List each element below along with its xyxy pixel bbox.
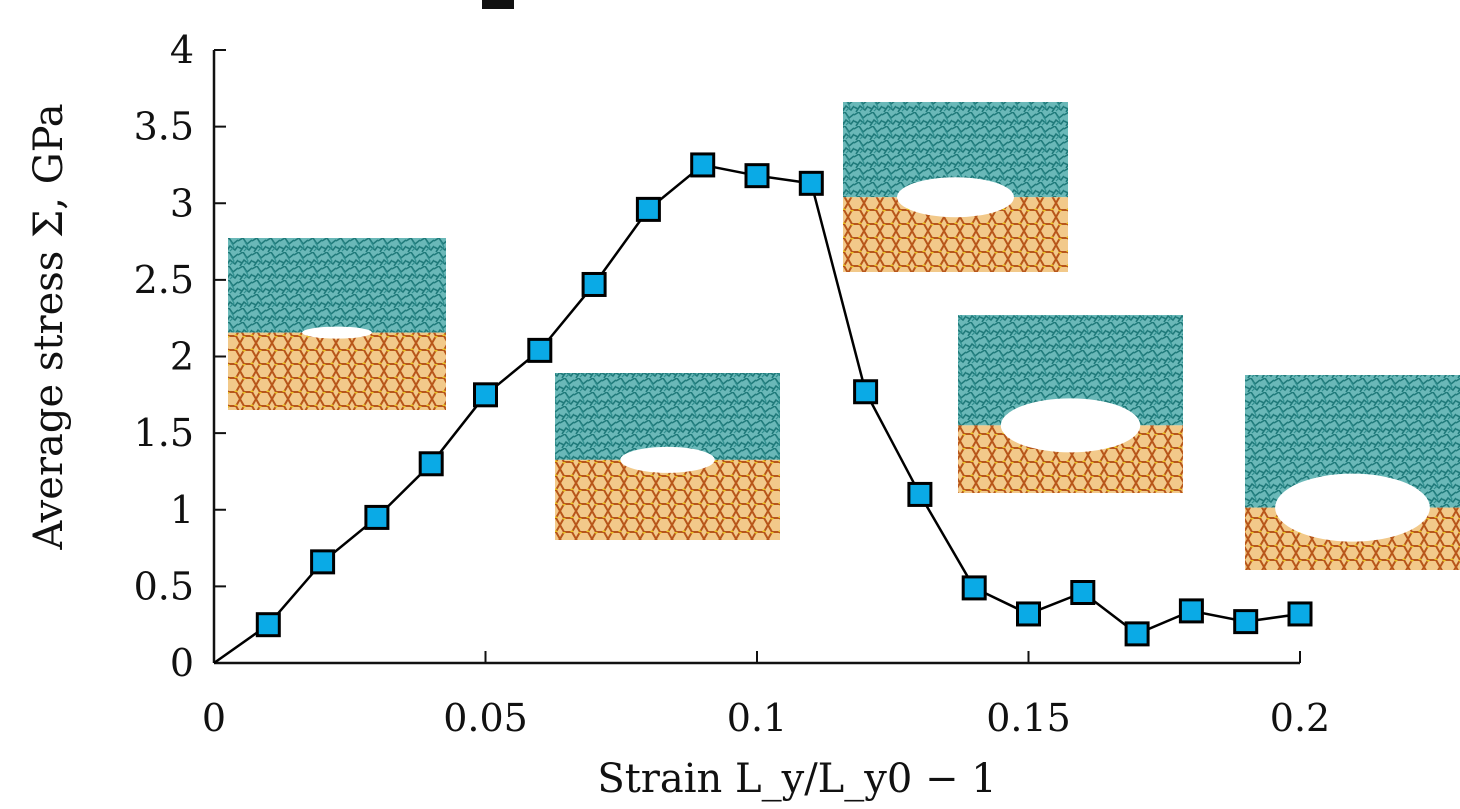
y-axis-title: Average stress Σ, GPa [26, 103, 72, 550]
axis-ticks: 0 0.5 1 1.5 2 2.5 3 3.5 4 0 0.05 0.1 0.15 0.2 [134, 28, 1331, 740]
data-point [473, 382, 498, 408]
x-tick-label: 0.05 [443, 696, 528, 740]
axes: 0 0.5 1 1.5 2 2.5 3 3.5 4 0 0.05 0.1 0.15 0.2 [134, 28, 1331, 740]
data-point [798, 170, 824, 196]
y-tick-label: 2.5 [134, 258, 194, 302]
snapshot-2 [555, 373, 780, 540]
data-point [1233, 609, 1259, 635]
data-point [527, 337, 553, 363]
data-point [1287, 601, 1313, 627]
x-tick-label: 0.15 [986, 696, 1071, 740]
snapshot-5 [1245, 375, 1460, 570]
data-point [255, 612, 281, 638]
data-point [1178, 598, 1204, 624]
data-point [310, 549, 336, 575]
data-point [1124, 621, 1150, 647]
y-tick-label: 4 [170, 28, 194, 72]
y-tick-label: 0.5 [134, 564, 194, 608]
x-tick-label: 0.2 [1270, 696, 1330, 740]
snapshot-1 [228, 238, 446, 410]
data-series [213, 152, 1313, 665]
y-tick-label: 2 [170, 335, 194, 379]
data-point [853, 379, 879, 405]
y-tick-label: 3 [170, 181, 194, 225]
data-point [1070, 580, 1096, 606]
y-tick-label: 1 [170, 488, 194, 532]
data-point [744, 163, 770, 189]
x-tick-label: 0.1 [727, 696, 787, 740]
data-point [635, 196, 661, 222]
data-point [581, 271, 607, 297]
y-tick-label: 0 [170, 641, 194, 685]
snapshot-insets [228, 102, 1460, 570]
snapshot-4 [958, 315, 1183, 493]
data-point [1016, 601, 1041, 627]
data-point [690, 152, 716, 178]
x-tick-label: 0 [202, 696, 226, 740]
data-point [418, 451, 444, 477]
snapshot-3 [843, 102, 1068, 272]
data-point [961, 575, 987, 601]
y-tick-label: 3.5 [134, 105, 194, 149]
y-tick-label: 1.5 [134, 411, 194, 455]
data-point [364, 504, 390, 530]
x-axis-title: Strain L_y/L_y0 − 1 [597, 756, 996, 802]
crop-mark [482, 0, 514, 9]
data-point [907, 481, 933, 507]
